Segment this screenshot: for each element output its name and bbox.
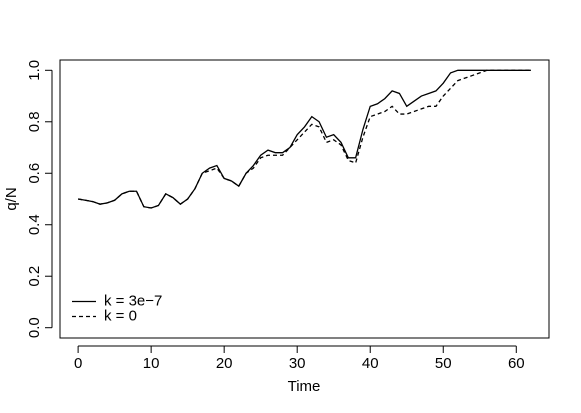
x-tick-label: 20 bbox=[216, 355, 233, 372]
legend-label: k = 0 bbox=[104, 307, 137, 324]
x-tick-label: 10 bbox=[143, 355, 160, 372]
legend-label: k = 3e−7 bbox=[104, 292, 162, 309]
y-tick-label: 0.2 bbox=[26, 266, 43, 287]
y-tick-label: 0.0 bbox=[26, 317, 43, 338]
x-tick-label: 40 bbox=[362, 355, 379, 372]
x-tick-label: 50 bbox=[435, 355, 452, 372]
series-line bbox=[77, 69, 531, 209]
x-axis-label: Time bbox=[288, 378, 321, 395]
plot-box bbox=[59, 59, 550, 339]
y-tick-label: 0.8 bbox=[26, 111, 43, 132]
x-tick-label: 30 bbox=[289, 355, 306, 372]
x-tick-label: 0 bbox=[74, 355, 82, 372]
y-tick-label: 0.4 bbox=[26, 214, 43, 235]
series-line bbox=[77, 69, 531, 209]
y-tick-label: 1.0 bbox=[26, 60, 43, 81]
y-axis-label: q/N bbox=[3, 187, 20, 210]
x-tick-label: 60 bbox=[508, 355, 525, 372]
y-tick-label: 0.6 bbox=[26, 163, 43, 184]
